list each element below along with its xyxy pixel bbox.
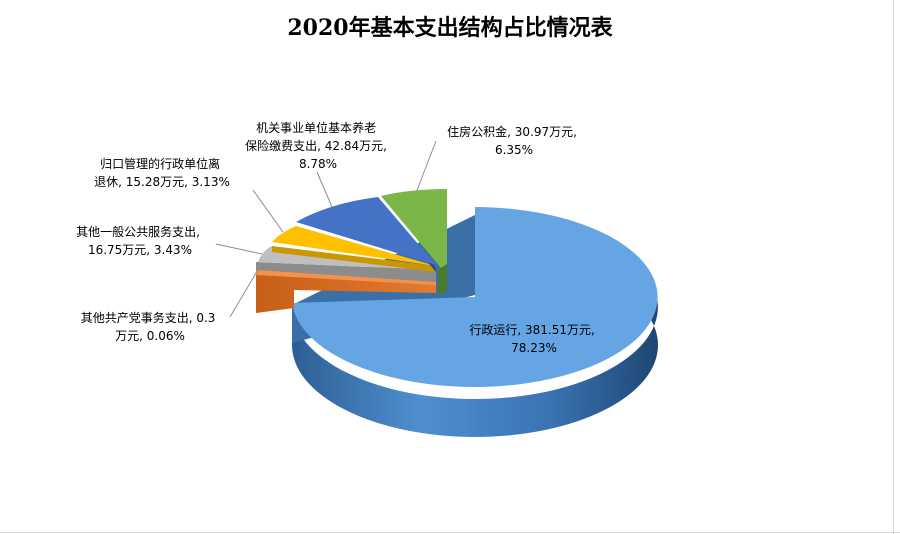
leader-line-tuixiu bbox=[252, 189, 284, 233]
slice-zhufang-top bbox=[381, 189, 447, 268]
slice-tuixiu[interactable] bbox=[272, 226, 436, 272]
slice-tuixiu-top bbox=[272, 226, 436, 266]
slice-tuixiu-side bbox=[272, 246, 436, 272]
label-yiban: 其他一般公共服务支出, 16.75万元, 3.43% bbox=[76, 224, 204, 257]
slice-zhufang-side bbox=[438, 264, 447, 296]
label-yanglao: 机关事业单位基本养老 保险缴费支出, 42.84万元, 8.78% bbox=[245, 120, 391, 171]
label-xingzheng: 行政运行, 381.51万元, 78.23% bbox=[469, 323, 598, 355]
leader-line-yanglao bbox=[316, 171, 333, 208]
slice-zhufang[interactable] bbox=[381, 189, 447, 296]
slice-yanglao[interactable] bbox=[296, 197, 436, 272]
chart-title: 2020年基本支出结构占比情况表 bbox=[287, 15, 613, 41]
slice-yanglao-top bbox=[296, 197, 436, 265]
label-dangwu: 其他共产党事务支出, 0.3 万元, 0.06% bbox=[81, 310, 220, 343]
label-tuixiu: 归口管理的行政单位离 退休, 15.28万元, 3.13% bbox=[94, 156, 230, 189]
slice-yiban-side bbox=[256, 262, 436, 282]
leader-line-dangwu bbox=[229, 262, 263, 318]
slice-xingzheng-top bbox=[292, 207, 658, 387]
leader-line-zhufang bbox=[415, 140, 437, 194]
label-zhufang: 住房公积金, 30.97万元, 6.35% bbox=[447, 124, 581, 157]
frame-right-border bbox=[893, 0, 894, 534]
frame-bottom-border bbox=[0, 532, 900, 533]
leader-line-yiban bbox=[215, 243, 263, 255]
